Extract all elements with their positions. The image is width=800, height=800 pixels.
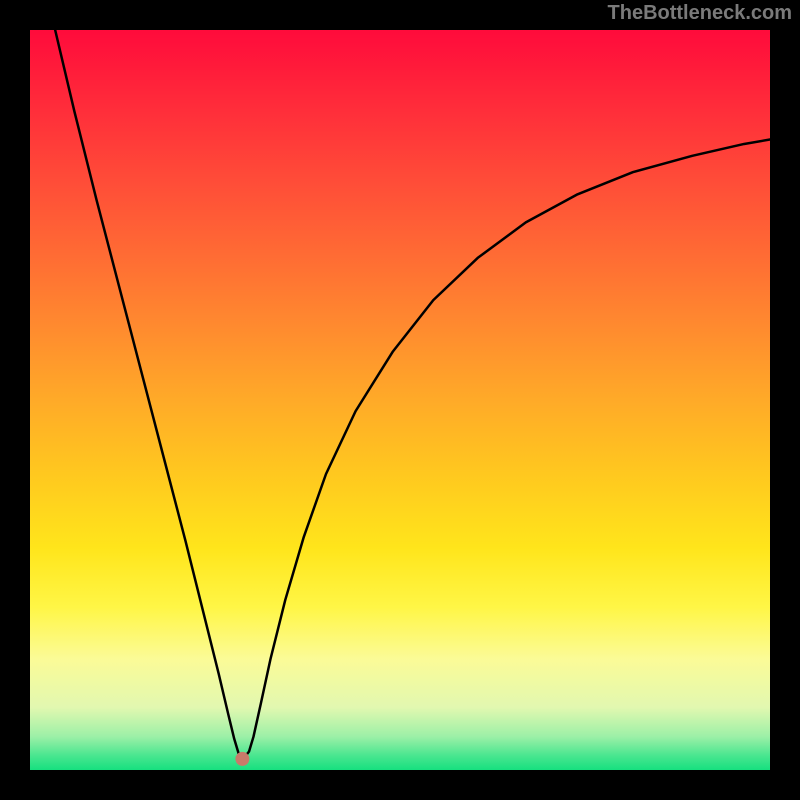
optimal-point-marker: [235, 752, 249, 766]
chart-container: TheBottleneck.com: [0, 0, 800, 800]
bottleneck-curve: [55, 30, 770, 758]
watermark-text: TheBottleneck.com: [608, 2, 792, 25]
curve-layer: [30, 30, 770, 770]
plot-area: [30, 30, 770, 770]
